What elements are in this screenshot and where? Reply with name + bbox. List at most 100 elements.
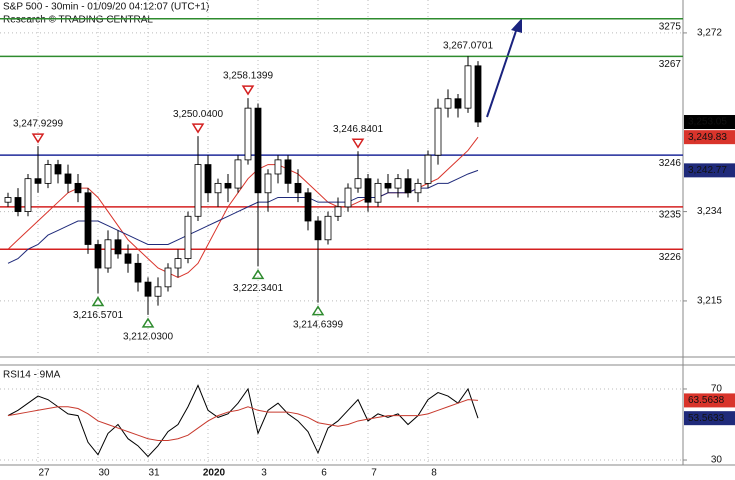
- candle-body: [404, 178, 412, 194]
- y-tick-label: 30: [711, 455, 723, 466]
- candle-body: [474, 65, 482, 123]
- candle-body: [4, 197, 12, 203]
- line-series: [7, 399, 479, 441]
- price-box: [684, 411, 735, 426]
- level-label: 3235: [659, 210, 682, 221]
- x-tick-label: 8: [431, 468, 437, 479]
- low-marker: [311, 305, 325, 316]
- candle-body: [114, 239, 122, 255]
- x-tick-label: 2020: [203, 468, 226, 479]
- candle-body: [364, 178, 372, 203]
- candle-body: [314, 220, 322, 241]
- annotation-label: 3,258.1399: [223, 71, 273, 82]
- candle-body: [104, 239, 112, 269]
- candle-body: [174, 258, 182, 269]
- level-label: 3246: [659, 158, 682, 169]
- chart-subtitle: Research © TRADING CENTRAL: [3, 15, 153, 26]
- annotation-label: 3,246.8401: [333, 124, 383, 135]
- low-marker: [91, 296, 105, 307]
- price-box-label: 53.5633: [688, 413, 725, 424]
- y-tick-label: 3,234: [697, 206, 722, 217]
- candle-body: [184, 215, 192, 260]
- rsi-title: RSI14 - 9MA: [3, 370, 61, 381]
- y-tick-label: 70: [711, 384, 723, 395]
- candle-body: [274, 159, 282, 175]
- candle-body: [384, 182, 392, 189]
- candle-body: [84, 192, 92, 245]
- candle-body: [434, 107, 442, 156]
- candle-body: [44, 164, 52, 184]
- annotation-label: 3,216.5701: [73, 310, 123, 321]
- candle-body: [204, 164, 212, 194]
- candle-body: [254, 107, 262, 194]
- candle-body: [324, 215, 332, 241]
- candle-body: [144, 281, 152, 297]
- annotation-label: 3,267.0701: [443, 41, 493, 52]
- candle-body: [24, 178, 32, 212]
- price-box: [684, 115, 735, 130]
- price-box-label: 3,249.83: [688, 132, 727, 143]
- candle-body: [34, 178, 42, 184]
- candle-body: [234, 159, 242, 189]
- candle-body: [194, 164, 202, 217]
- high-marker: [191, 123, 205, 134]
- price-box-label: 63.5638: [688, 395, 725, 406]
- candle-body: [164, 267, 172, 288]
- price-box-label: 3,253.05: [688, 117, 727, 128]
- annotation-label: 3,212.0300: [123, 332, 173, 343]
- x-tick-label: 6: [321, 468, 327, 479]
- candle-body: [334, 206, 342, 217]
- annotation-label: 3,247.9299: [13, 119, 63, 130]
- forecast-arrow-head: [511, 18, 522, 33]
- price-box-label: 3,242.77: [688, 165, 727, 176]
- price-box: [684, 130, 735, 145]
- price-box: [684, 393, 735, 408]
- candle-body: [294, 182, 302, 194]
- candle-body: [344, 187, 352, 208]
- y-tick-label: 3,272: [697, 28, 722, 39]
- candle-body: [304, 192, 312, 222]
- low-marker: [141, 317, 155, 328]
- candle-body: [444, 98, 452, 109]
- candle-body: [454, 98, 462, 109]
- candle-body: [54, 164, 62, 175]
- x-tick-label: 30: [98, 468, 110, 479]
- level-label: 3226: [659, 252, 682, 263]
- candle-body: [394, 178, 402, 189]
- candle-body: [154, 286, 162, 297]
- candle-body: [244, 107, 252, 161]
- high-marker: [31, 133, 45, 144]
- candle-body: [464, 65, 472, 109]
- candle-body: [374, 182, 382, 203]
- candle-body: [14, 197, 22, 212]
- candle-body: [214, 182, 222, 194]
- price-box: [684, 163, 735, 178]
- chart-title: S&P 500 - 30min - 01/09/20 04:12:07 (UTC…: [3, 2, 209, 13]
- candle-body: [354, 178, 362, 189]
- candle-body: [264, 173, 272, 194]
- candle-body: [224, 182, 232, 189]
- candle-body: [94, 244, 102, 269]
- level-label: 3267: [659, 59, 682, 70]
- level-label: 3275: [659, 21, 682, 32]
- candle-body: [64, 173, 72, 184]
- candle-body: [284, 159, 292, 184]
- high-marker: [351, 138, 365, 149]
- x-tick-label: 3: [261, 468, 267, 479]
- annotation-label: 3,250.0400: [173, 109, 223, 120]
- annotation-label: 3,222.3401: [233, 283, 283, 294]
- x-tick-label: 31: [148, 468, 160, 479]
- candle-body: [124, 253, 132, 264]
- candle-body: [424, 154, 432, 184]
- forecast-arrow: [486, 27, 518, 118]
- candle-body: [74, 182, 82, 194]
- low-marker: [251, 268, 265, 280]
- x-tick-label: 27: [38, 468, 50, 479]
- high-marker: [241, 85, 255, 96]
- candle-body: [414, 182, 422, 194]
- x-tick-label: 7: [371, 468, 377, 479]
- candle-body: [134, 262, 142, 283]
- annotation-label: 3,214.6399: [293, 319, 343, 330]
- y-tick-label: 3,215: [697, 296, 722, 307]
